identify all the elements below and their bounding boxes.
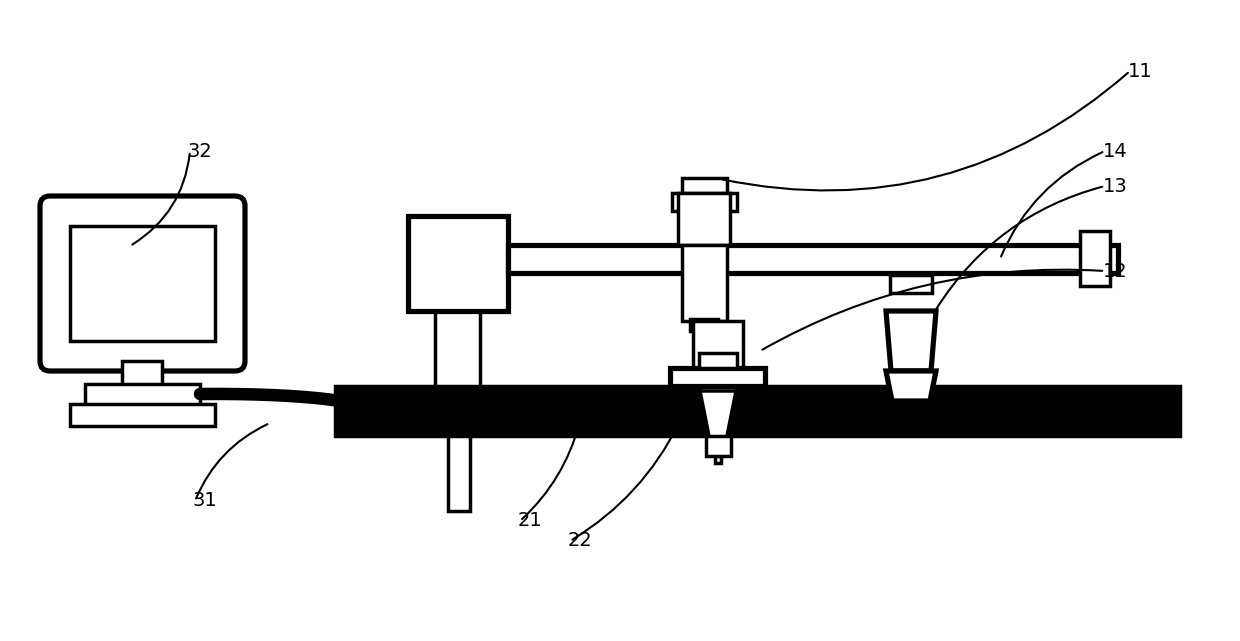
Bar bbox=[86, 384, 200, 406]
Bar bbox=[672, 193, 737, 211]
Bar bbox=[435, 231, 480, 386]
Bar bbox=[408, 216, 508, 311]
Bar bbox=[678, 193, 730, 245]
Bar bbox=[699, 353, 737, 368]
Bar bbox=[682, 245, 727, 321]
Bar bbox=[69, 226, 215, 341]
Polygon shape bbox=[701, 391, 737, 456]
Bar bbox=[508, 245, 1118, 273]
Bar bbox=[448, 436, 470, 511]
Text: 11: 11 bbox=[1127, 62, 1152, 81]
Polygon shape bbox=[887, 311, 936, 371]
Bar bbox=[335, 386, 1180, 436]
Bar bbox=[693, 321, 743, 371]
Bar bbox=[689, 319, 718, 331]
Bar bbox=[682, 178, 727, 193]
Text: 32: 32 bbox=[187, 142, 212, 160]
Text: 14: 14 bbox=[1102, 142, 1127, 160]
Bar bbox=[701, 371, 737, 391]
Bar bbox=[122, 361, 162, 386]
Bar bbox=[890, 275, 932, 293]
Text: 12: 12 bbox=[1102, 262, 1127, 281]
Bar bbox=[715, 456, 720, 463]
FancyBboxPatch shape bbox=[40, 196, 246, 371]
Bar bbox=[1080, 231, 1110, 286]
Text: 13: 13 bbox=[1102, 176, 1127, 196]
Bar bbox=[706, 436, 732, 456]
Bar bbox=[69, 404, 215, 426]
Polygon shape bbox=[887, 371, 936, 401]
Bar bbox=[670, 368, 765, 386]
Text: 31: 31 bbox=[192, 492, 217, 510]
Text: 22: 22 bbox=[568, 531, 593, 551]
Text: 21: 21 bbox=[517, 512, 542, 531]
